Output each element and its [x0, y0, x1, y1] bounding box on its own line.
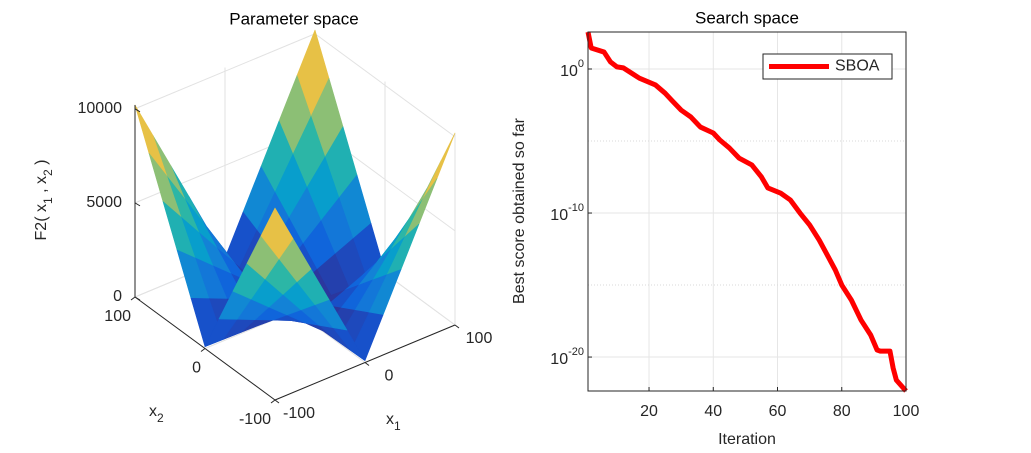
x2-tick-label: -100 [239, 411, 271, 428]
right-title: Search space [695, 8, 799, 27]
z-tick [134, 296, 141, 301]
x2-tick [270, 399, 276, 404]
left-title: Parameter space [229, 9, 358, 28]
x2-axis-label-part: x [149, 403, 157, 420]
x-tick-label: 40 [704, 403, 722, 420]
x2-tick [130, 296, 136, 301]
x1-axis-label-part: 1 [394, 419, 401, 433]
y-tick-exponent: -10 [568, 202, 584, 214]
x1-axis-label-part: x [386, 411, 394, 428]
x-axis-label: Iteration [718, 431, 776, 448]
wall-grid-line [134, 33, 316, 110]
z-axis-label: F2( x1 , x2 ) [33, 160, 55, 241]
x1-tick [364, 362, 370, 366]
x1-tick-label: -100 [283, 405, 315, 422]
series-line [585, 31, 908, 393]
y-tick-base: 10 [550, 207, 568, 224]
x2-axis-label-part: 2 [157, 411, 164, 425]
y-tick-label: 10-20 [550, 346, 584, 368]
x2-tick [200, 348, 206, 352]
z-tick-label: 10000 [78, 100, 123, 117]
x2-tick-label: 0 [192, 360, 201, 377]
z-tick [134, 108, 141, 113]
z-axis-label-part: F2( x [33, 204, 50, 240]
x1-axis-label: x1 [386, 411, 401, 433]
z-axis-label-part: 2 [41, 169, 55, 176]
y-tick-exponent: 0 [578, 58, 584, 70]
legend-label: SBOA [835, 58, 880, 75]
y-tick-base: 10 [550, 351, 568, 368]
x1-tick-label: 100 [466, 330, 493, 347]
x-tick-label: 60 [769, 403, 787, 420]
x2-tick-label: 100 [104, 308, 131, 325]
z-axis-label-part: ) [33, 160, 50, 170]
y-tick-label: 10-10 [550, 202, 584, 224]
x-tick-label: 20 [640, 403, 658, 420]
x1-tick-label: 0 [385, 368, 394, 385]
x-tick-label: 100 [893, 403, 920, 420]
x1-tick [274, 399, 280, 404]
x1-tick [454, 324, 460, 329]
plot-area [588, 32, 906, 391]
surface-face [260, 207, 294, 260]
y-tick-base: 10 [560, 63, 578, 80]
axes-box [587, 31, 907, 392]
z-tick-label: 5000 [86, 194, 122, 211]
z-axis-label-part: , x [33, 176, 50, 197]
z-tick-label: 0 [113, 288, 122, 305]
wall-grid-line [314, 33, 456, 138]
y-axis-label: Best score obtained so far [511, 117, 528, 304]
z-axis-label-part: 1 [41, 197, 55, 204]
z-tick [134, 202, 141, 207]
y-tick-label: 100 [560, 58, 584, 80]
y-tick-exponent: -20 [568, 346, 584, 358]
x-tick-label: 80 [833, 403, 851, 420]
x2-axis-label: x2 [149, 403, 164, 425]
